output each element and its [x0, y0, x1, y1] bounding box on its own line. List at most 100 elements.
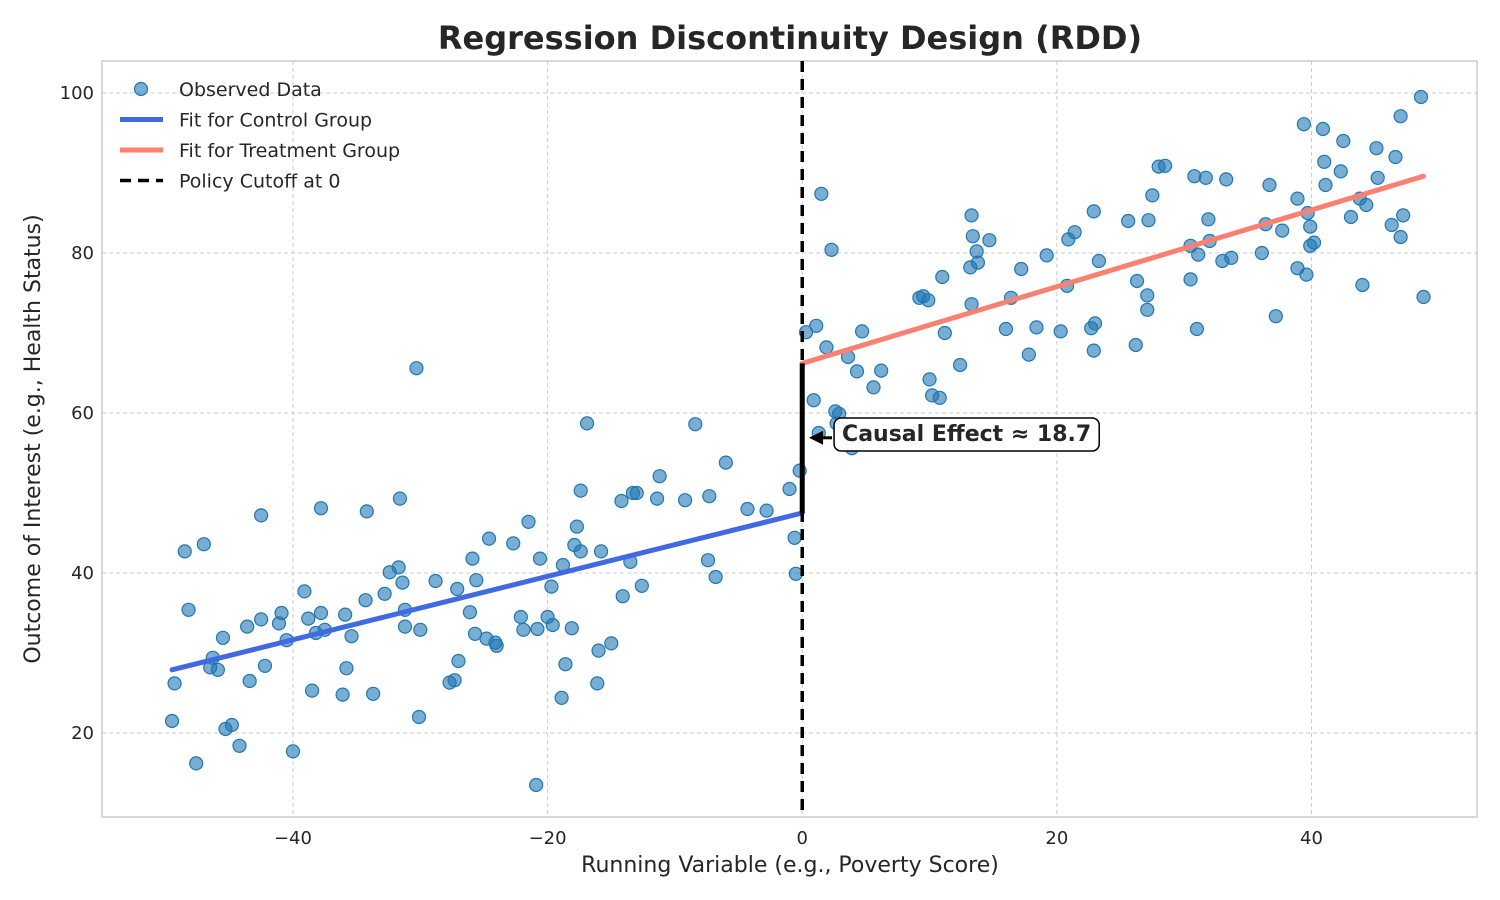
y-axis-label: Outcome of Interest (e.g., Health Status…: [21, 214, 46, 663]
data-point: [824, 242, 839, 257]
data-point: [1157, 158, 1173, 173]
data-point: [167, 676, 182, 691]
data-point: [304, 683, 320, 698]
data-point: [935, 269, 950, 285]
data-point: [932, 390, 947, 405]
data-point: [708, 569, 723, 585]
data-point: [1140, 302, 1155, 317]
data-point: [1254, 245, 1269, 261]
data-point: [849, 364, 865, 379]
data-point: [787, 530, 802, 545]
y-tick-label: 40: [71, 563, 94, 584]
data-point: [428, 573, 443, 589]
data-point: [301, 611, 316, 626]
data-point: [1262, 177, 1277, 193]
data-point: [970, 255, 986, 270]
data-point: [358, 593, 373, 608]
data-point: [1306, 235, 1322, 250]
data-point: [1336, 133, 1351, 149]
data-point: [573, 544, 588, 559]
data-point: [652, 469, 667, 484]
data-point: [1318, 177, 1333, 193]
data-point: [1021, 347, 1036, 362]
data-point: [700, 553, 716, 568]
x-axis-label: Running Variable (e.g., Poverty Score): [581, 853, 999, 878]
causal-effect-annotation: Causal Effect ≈ 18.7: [799, 363, 1100, 513]
data-point: [242, 673, 257, 689]
data-point: [1333, 164, 1348, 179]
data-point: [313, 605, 329, 621]
x-tick-label: 20: [1045, 828, 1068, 849]
data-point: [998, 321, 1014, 337]
scatter-points: [164, 89, 1431, 793]
data-point: [1140, 288, 1155, 303]
data-point: [196, 537, 211, 552]
data-point: [1183, 272, 1198, 287]
data-point: [285, 744, 301, 759]
data-point: [1393, 229, 1408, 245]
data-point: [506, 536, 521, 551]
data-point: [1014, 261, 1029, 277]
data-point: [569, 519, 584, 534]
data-point: [189, 756, 204, 771]
data-point: [854, 324, 870, 339]
data-point: [1384, 217, 1399, 233]
legend-entry-label: Policy Cutoff at 0: [179, 171, 340, 193]
data-point: [554, 690, 569, 705]
x-tick-label: 0: [797, 828, 808, 849]
data-point: [1129, 273, 1145, 289]
data-point: [224, 717, 239, 733]
data-point: [481, 531, 497, 546]
data-point: [462, 605, 478, 620]
data-point: [181, 602, 196, 617]
data-point: [232, 738, 247, 753]
data-point: [1053, 324, 1068, 339]
data-point: [359, 504, 374, 519]
data-point: [982, 233, 997, 248]
data-point: [591, 643, 606, 658]
data-point: [1268, 309, 1283, 324]
legend-entry-label: Fit for Treatment Group: [179, 140, 400, 162]
data-point: [164, 713, 180, 729]
data-point: [740, 501, 755, 517]
annotation-box: [833, 417, 1100, 452]
legend-entry-label: Fit for Control Group: [179, 110, 372, 132]
data-point: [809, 318, 824, 333]
data-point: [1396, 208, 1411, 223]
data-point: [465, 551, 480, 566]
data-point: [513, 609, 528, 625]
data-point: [1128, 337, 1143, 353]
data-point: [629, 485, 644, 501]
fit-line: [169, 510, 805, 673]
data-point: [678, 493, 693, 508]
data-point: [1087, 316, 1103, 331]
data-point: [274, 605, 289, 621]
data-point: [814, 186, 829, 201]
data-point: [1299, 267, 1314, 282]
data-point: [521, 514, 536, 529]
data-point: [1086, 204, 1101, 219]
data-point: [545, 617, 560, 633]
data-point: [788, 566, 803, 581]
data-point: [874, 363, 889, 378]
chart-title: Regression Discontinuity Design (RDD): [438, 19, 1142, 57]
data-point: [335, 687, 350, 702]
y-tick-label: 100: [60, 83, 94, 104]
data-point: [210, 662, 225, 677]
data-point: [254, 508, 269, 523]
data-point: [1029, 320, 1044, 335]
data-point: [688, 417, 703, 432]
data-point: [964, 208, 979, 223]
data-point: [450, 581, 465, 597]
data-point: [1189, 321, 1205, 337]
data-point: [1219, 172, 1234, 187]
data-point: [1388, 149, 1403, 165]
annotation-text: Causal Effect ≈ 18.7: [842, 422, 1091, 447]
x-tick-label: −20: [529, 828, 567, 849]
data-point: [965, 229, 980, 244]
y-tick-label: 20: [71, 723, 94, 744]
data-point: [413, 622, 428, 637]
data-point: [593, 544, 609, 559]
data-point: [1290, 191, 1305, 206]
